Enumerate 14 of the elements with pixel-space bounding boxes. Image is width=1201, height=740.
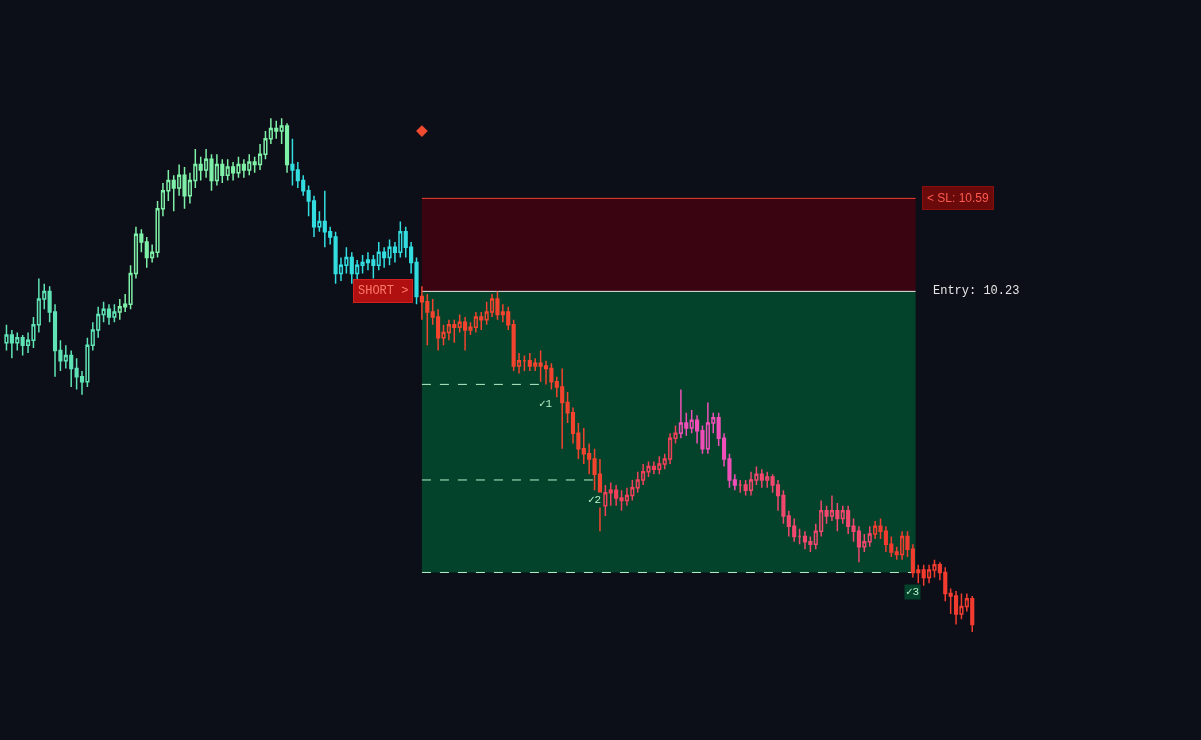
candlestick: [284, 122, 290, 174]
candlestick: [738, 479, 743, 494]
candlestick: [867, 525, 872, 548]
candlestick: [106, 303, 112, 326]
ref-line-label: ✓2: [588, 494, 602, 506]
candlestick: [522, 354, 527, 372]
candlestick: [797, 528, 802, 545]
candlestick: [802, 530, 808, 551]
annotation: < SL: 10.59: [927, 191, 990, 205]
annotation: SHORT >: [358, 284, 409, 298]
candlestick: [603, 484, 608, 517]
ref-line-label: ✓3: [906, 586, 920, 598]
annotation: Entry: 10.23: [933, 284, 1020, 298]
ref-line-label: ✓1: [539, 398, 553, 410]
